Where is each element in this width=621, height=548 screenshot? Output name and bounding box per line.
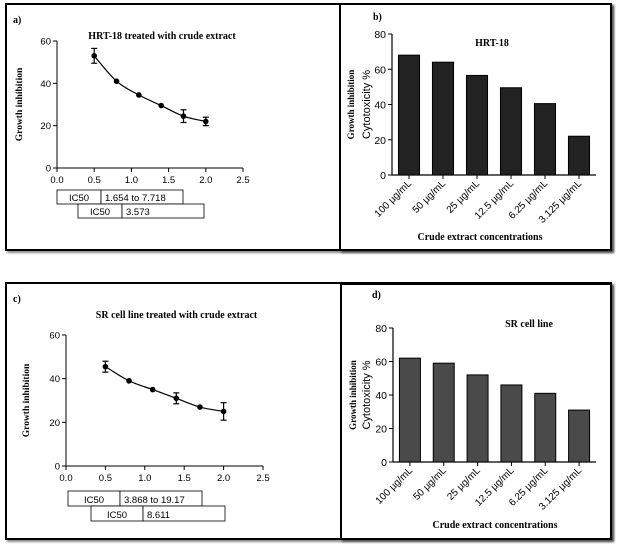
chart-title: SR cell line treated with crude extract [96,310,258,321]
x-tick-label: 0.5 [99,473,112,484]
data-point [174,396,180,402]
figure-canvas: a) HRT-18 treated with crude extract 0 20 40… [0,0,621,548]
bar [398,55,419,175]
x-tick-label: 100 µg/mL [373,178,415,220]
bar [399,358,420,462]
panel-label: d) [372,290,381,301]
x-tick-label: 100 µg/mL [374,465,416,507]
y-tick-label: 40 [49,374,60,385]
x-tick-label: 2.5 [236,175,249,186]
y-tick-label: 0 [46,164,51,175]
x-tick-label: 1.0 [138,473,151,484]
data-point [103,364,109,370]
data-point [221,409,227,415]
y-axis-label-secondary: Growth inhibition [348,360,358,430]
x-tick-label: 50 µg/mL [411,178,449,216]
y-tick-label: 40 [374,100,386,112]
bar [466,75,487,175]
data-point [203,119,209,125]
ic50-value: 3.868 to 19.17 [124,495,185,506]
chart-title: HRT-18 [475,38,509,49]
x-tick-label: 1.0 [125,175,138,186]
y-tick-label: 20 [49,418,60,429]
data-point [126,378,132,384]
y-tick-label: 80 [375,323,387,335]
y-tick-label: 60 [40,37,51,48]
fit-curve [94,56,206,122]
data-point [158,103,164,109]
y-tick-label: 20 [375,424,387,436]
y-tick-label: 40 [375,390,387,402]
data-point [197,404,203,410]
ic50-value: 8.611 [147,510,170,521]
ic50-label: IC50 [84,495,104,506]
bar [467,375,488,462]
ic50-label: IC50 [90,207,110,218]
y-tick-label: 40 [40,79,51,90]
x-axis-label: Crude extract concentrations [418,232,543,243]
y-tick-label: 60 [49,331,60,342]
y-tick-label: 20 [40,121,51,132]
panel-label: b) [373,12,382,23]
y-axis-label-secondary: Growth inhibition [346,70,356,140]
data-point [150,387,156,393]
x-tick-label: 2.0 [217,473,230,484]
y-tick-label: 20 [374,135,386,147]
bar [568,136,589,175]
chart-title: HRT-18 treated with crude extract [88,31,236,42]
x-axis-label: Crude extract concentrations [433,520,558,531]
y-axis-label: Growth inhibition [22,363,32,437]
bar [500,88,521,175]
x-tick-label: 0.5 [88,175,101,186]
chart-title: SR cell line [505,319,553,330]
bar [534,104,555,175]
ic50-label: IC50 [107,510,127,521]
y-tick-label: 60 [375,357,387,369]
y-tick-label: 80 [374,29,386,41]
y-tick-label: 0 [381,457,387,469]
bar [432,62,453,175]
ic50-value: 3.573 [126,207,150,218]
panel-label: c) [13,294,21,305]
x-tick-label: 50 µg/mL [411,465,449,503]
y-axis-label: Growth inhibition [15,67,25,141]
y-tick-label: 0 [380,170,386,182]
panel-label: a) [13,15,21,26]
y-tick-label: 60 [374,64,386,76]
fit-curve [105,367,223,412]
x-tick-label: 2.5 [256,473,269,484]
x-tick-label: 0.0 [50,175,63,186]
data-point [114,78,120,84]
data-point [136,92,142,98]
bar [569,410,590,462]
x-tick-label: 1.5 [162,175,175,186]
ic50-value: 1.654 to 7.718 [105,193,166,204]
bar [535,393,556,462]
x-tick-label: 1.5 [178,473,191,484]
bar [433,363,454,462]
y-tick-label: 0 [55,462,60,473]
y-axis-label: Cytotoxicity % [361,360,373,429]
bar [501,385,522,462]
x-tick-label: 0.0 [59,473,72,484]
y-axis-label: Cytotoxicity % [361,70,373,139]
x-tick-label: 2.0 [199,175,212,186]
ic50-label: IC50 [69,193,89,204]
data-point [181,113,187,119]
data-point [91,53,97,59]
